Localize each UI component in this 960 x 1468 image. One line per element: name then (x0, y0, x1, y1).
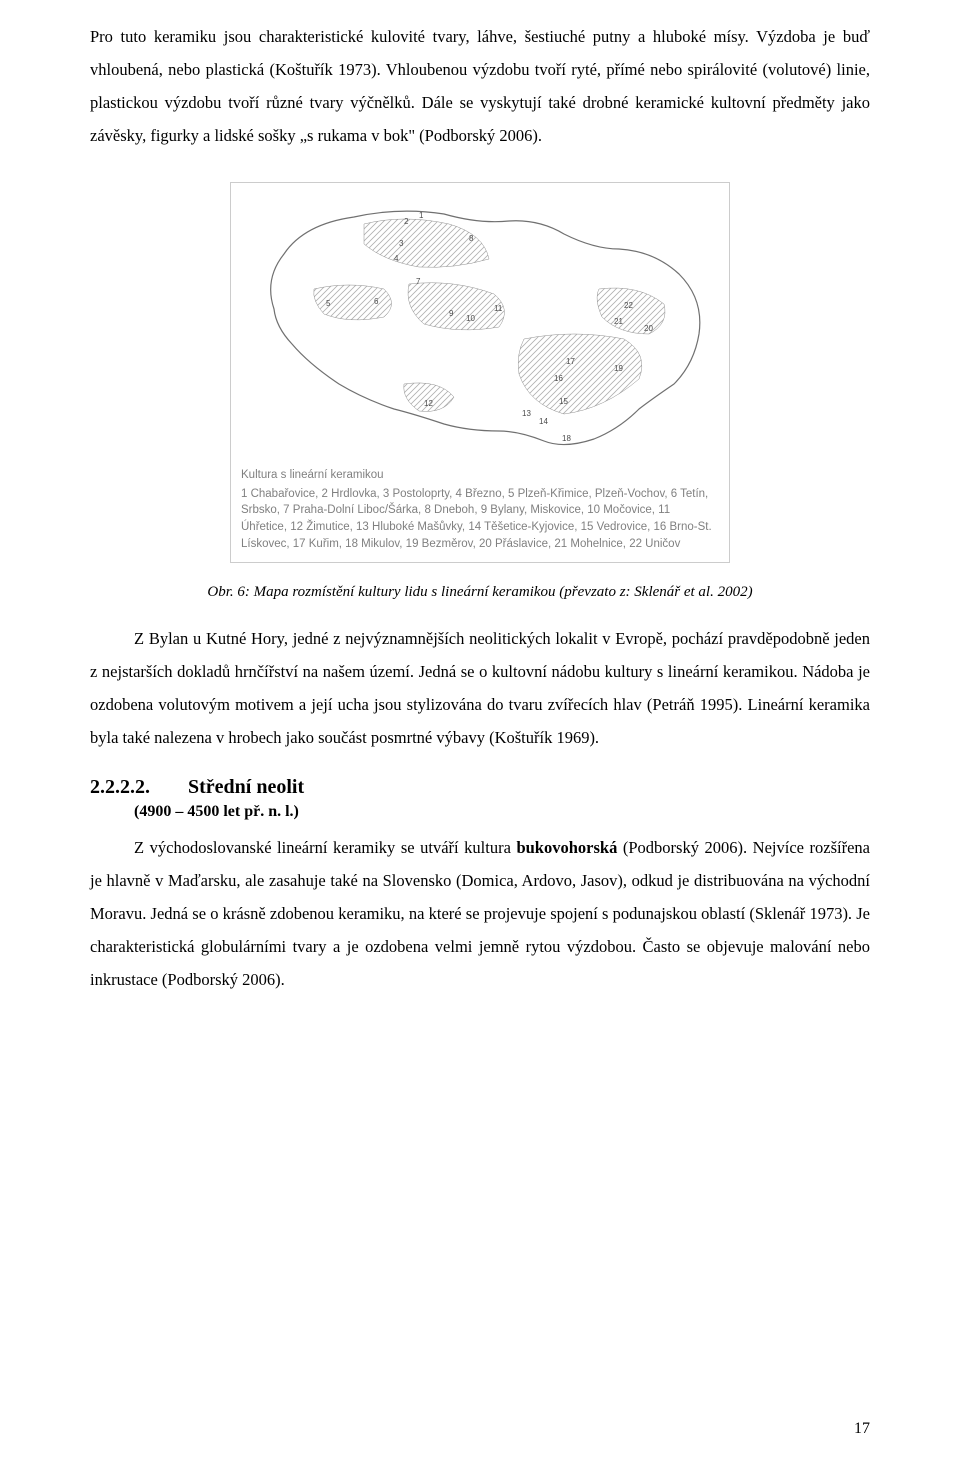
paragraph-section: Z východoslovanské lineární keramiky se … (90, 831, 870, 996)
section-paragraph-part2: (Podborský 2006). Nejvíce rozšířena je h… (90, 838, 870, 989)
map-number-6: 6 (374, 297, 378, 306)
map-number-1: 1 (419, 211, 423, 220)
map-number-2: 2 (404, 217, 408, 226)
map-number-4: 4 (394, 254, 398, 263)
figure-inside-title: Kultura s lineární keramikou (241, 467, 719, 484)
map-number-7: 7 (416, 277, 420, 286)
map-number-10: 10 (466, 314, 475, 323)
figure-inside-caption: Kultura s lineární keramikou 1 Chabařovi… (239, 461, 721, 554)
map-number-22: 22 (624, 301, 633, 310)
section-number: 2.2.2.2. (90, 776, 150, 799)
page-number: 17 (854, 1420, 870, 1438)
map-number-11: 11 (494, 304, 502, 313)
map-number-21: 21 (614, 317, 623, 326)
figure-inside-body: 1 Chabařovice, 2 Hrdlovka, 3 Postoloprty… (241, 488, 712, 550)
section-dates: (4900 – 4500 let př. n. l.) (134, 803, 870, 821)
map-number-17: 17 (566, 357, 575, 366)
map-number-13: 13 (522, 409, 531, 418)
map-number-19: 19 (614, 364, 623, 373)
map-number-18: 18 (562, 434, 571, 443)
map-number-9: 9 (449, 309, 453, 318)
map-number-8: 8 (469, 234, 473, 243)
map-number-15: 15 (559, 397, 568, 406)
map-wrapper: 12345678910111213141516171819202122 (239, 191, 721, 461)
section-heading: 2.2.2.2. Střední neolit (90, 776, 870, 799)
map-number-3: 3 (399, 239, 403, 248)
paragraph-after-figure: Z Bylan u Kutné Hory, jedné z nejvýznamn… (90, 622, 870, 754)
section-paragraph-bold: bukovohorská (516, 838, 617, 857)
paragraph-1: Pro tuto keramiku jsou charakteristické … (90, 20, 870, 152)
section-paragraph-part1: Z východoslovanské lineární keramiky se … (134, 838, 516, 857)
map-number-5: 5 (326, 299, 330, 308)
figure-container: 12345678910111213141516171819202122 Kult… (230, 182, 730, 563)
map-number-20: 20 (644, 324, 653, 333)
map-number-12: 12 (424, 399, 433, 408)
map-number-14: 14 (539, 417, 548, 426)
section-title: Střední neolit (188, 776, 304, 799)
map-number-16: 16 (554, 374, 563, 383)
figure-caption: Obr. 6: Mapa rozmístění kultury lidu s l… (90, 581, 870, 604)
